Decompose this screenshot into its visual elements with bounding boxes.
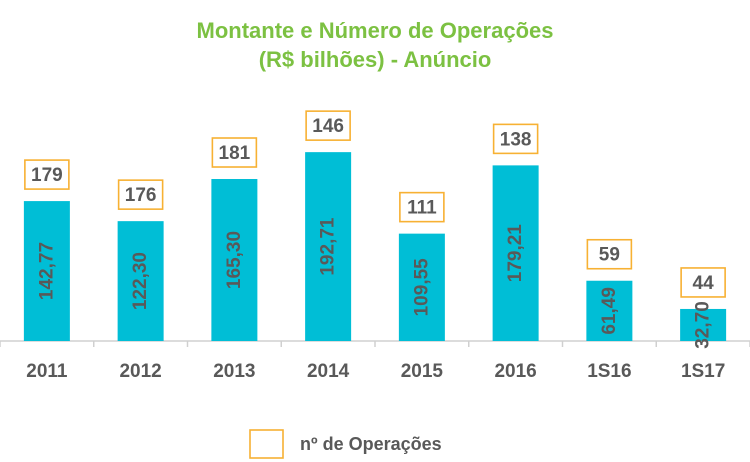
operations-count-label: 59 <box>599 245 620 266</box>
operations-count-label: 111 <box>407 198 437 219</box>
x-tick-label: 2013 <box>213 361 255 382</box>
bar-2013 <box>211 179 258 341</box>
bar-2011 <box>23 201 70 341</box>
legend-label: nº de Operações <box>300 434 442 454</box>
bar-2016 <box>492 165 539 341</box>
bar-value-label: 142,77 <box>36 242 57 300</box>
operations-count-label: 179 <box>31 165 63 186</box>
bar-2015 <box>398 233 445 341</box>
bar-value-label: 32,70 <box>693 301 714 349</box>
operations-count-label: 146 <box>312 116 344 137</box>
bar-value-label: 122,30 <box>130 252 151 310</box>
operations-count-box <box>492 123 539 155</box>
x-tick-label: 2016 <box>494 361 536 382</box>
bar-value-label: 61,49 <box>599 287 620 335</box>
bar-2014 <box>305 152 352 341</box>
operations-count-label: 181 <box>219 143 251 164</box>
bar-value-label: 179,21 <box>505 224 526 283</box>
x-tick-label: 1S17 <box>681 361 725 382</box>
x-tick-label: 2015 <box>401 361 444 382</box>
operations-count-box <box>305 110 351 141</box>
legend-swatch <box>249 429 284 459</box>
bar-1S16 <box>586 280 633 341</box>
chart-title-line-2: (R$ bilhões) - Anúncio <box>258 47 492 72</box>
x-tick-label: 2012 <box>119 361 161 382</box>
operations-count-label: 138 <box>500 129 532 150</box>
bar-2012 <box>117 221 164 341</box>
chart-title-line-1: Montante e Número de Operações <box>196 18 554 43</box>
operations-count-label: 44 <box>693 273 715 294</box>
operations-count-box <box>117 179 164 210</box>
operations-count-label: 176 <box>125 185 157 206</box>
operations-count-box <box>399 191 445 223</box>
operations-count-box <box>586 238 633 270</box>
x-tick-label: 2014 <box>307 361 350 382</box>
bar-value-label: 192,71 <box>318 217 339 276</box>
operations-count-box <box>211 137 258 168</box>
x-tick-label: 2011 <box>26 361 68 382</box>
bar-1S17 <box>680 308 727 341</box>
bar-value-label: 165,30 <box>224 231 245 289</box>
x-tick-label: 1S16 <box>587 361 631 382</box>
operations-count-box <box>680 267 726 298</box>
bar-value-label: 109,55 <box>411 258 432 317</box>
operations-count-box <box>24 159 70 190</box>
